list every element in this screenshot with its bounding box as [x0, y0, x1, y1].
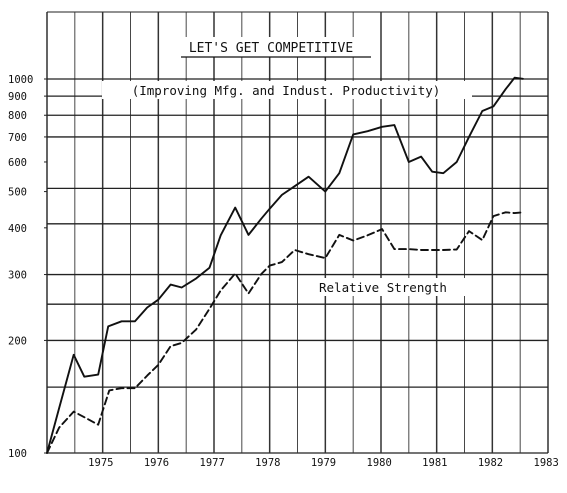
tick-layer: 100 200 300 400 500 600 700 800 900 1000 1975 1976 1… [8, 74, 559, 469]
y-tick-label: 100 [8, 448, 27, 460]
y-tick-label: 300 [8, 270, 27, 282]
x-tick-label: 1976 [144, 457, 169, 469]
x-tick-label: 1979 [311, 457, 336, 469]
x-tick-label: 1983 [534, 457, 559, 469]
y-tick-label: 800 [8, 110, 27, 122]
x-tick-label: 1977 [200, 457, 225, 469]
y-tick-label: 400 [8, 223, 27, 235]
y-tick-label: 500 [8, 187, 27, 199]
y-tick-label: 600 [8, 157, 27, 169]
title-box [180, 37, 378, 57]
chart-subtitle: (Improving Mfg. and Indust. Productivity… [132, 83, 441, 98]
y-tick-label: 700 [8, 132, 27, 144]
series-layer [46, 76, 524, 454]
x-tick-label: 1981 [422, 457, 447, 469]
annotation-box [312, 278, 478, 296]
x-tick-label: 1975 [88, 457, 113, 469]
y-tick-label: 1000 [8, 74, 33, 86]
x-tick-label: 1982 [478, 457, 503, 469]
annotation-relative-strength: Relative Strength [319, 280, 447, 295]
y-tick-label: 200 [8, 335, 27, 347]
series-line-index [46, 76, 524, 454]
chart-title: LET'S GET COMPETITIVE [189, 41, 353, 56]
x-tick-label: 1978 [255, 457, 280, 469]
series-line-relative-strength [46, 211, 524, 454]
y-tick-label: 900 [8, 91, 27, 103]
subtitle-box [102, 81, 472, 99]
x-tick-label: 1980 [367, 457, 392, 469]
